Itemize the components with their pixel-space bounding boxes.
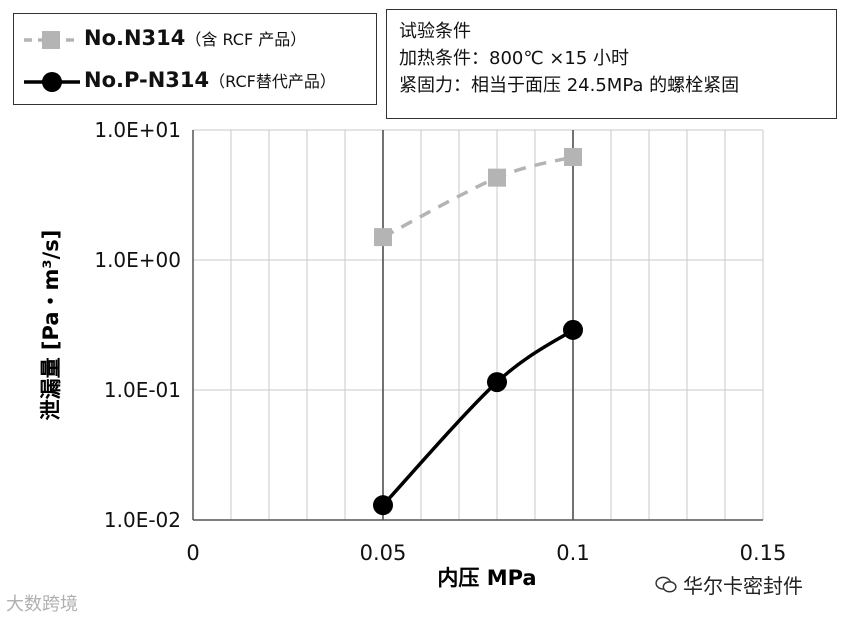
x-tick-label: 0.05 bbox=[360, 541, 407, 565]
legend-marker-circle-icon bbox=[24, 72, 80, 92]
legend-item-n314: No.N314（含 RCF 产品） bbox=[14, 20, 376, 60]
y-tick-label: 1.0E+01 bbox=[94, 118, 181, 142]
data-point-square bbox=[488, 168, 506, 187]
legend-marker-square-icon bbox=[24, 31, 80, 49]
x-axis-label: 内压 MPa bbox=[437, 566, 536, 590]
data-point-square bbox=[374, 228, 392, 247]
axes bbox=[192, 130, 763, 521]
series-layer bbox=[373, 147, 583, 516]
x-tick-label: 0.15 bbox=[740, 541, 787, 565]
wechat-icon bbox=[655, 576, 677, 592]
data-point-circle bbox=[487, 372, 507, 393]
series-line-1 bbox=[381, 328, 574, 507]
data-point-square bbox=[564, 147, 582, 166]
conditions-heating: 加热条件：800℃ ×15 小时 bbox=[399, 48, 630, 69]
conditions-title: 试验条件 bbox=[399, 21, 471, 42]
series-line-0 bbox=[382, 155, 574, 239]
y-tick-label: 1.0E-02 bbox=[104, 508, 181, 532]
legend-item-p-n314: No.P-N314（RCF替代产品） bbox=[14, 62, 376, 102]
legend-label-p-n314: No.P-N314 bbox=[84, 68, 210, 92]
y-tick-label: 1.0E-01 bbox=[104, 378, 181, 402]
x-tick-label: 0 bbox=[186, 541, 199, 565]
data-point-circle bbox=[373, 495, 393, 516]
tick-labels: 0 0.05 0.1 0.15 1.0E-02 1.0E-01 1.0E+00 1.0E+01 bbox=[94, 118, 786, 565]
legend-label-n314: No.N314 bbox=[84, 26, 186, 50]
y-tick-label: 1.0E+00 bbox=[94, 248, 181, 272]
brand-watermark: 华尔卡密封件 bbox=[655, 570, 803, 599]
data-point-circle bbox=[563, 319, 583, 340]
test-conditions-box: 试验条件 加热条件：800℃ ×15 小时 紧固力：相当于面压 24.5MPa … bbox=[386, 9, 837, 119]
watermark-left-text: 大数跨境 bbox=[6, 594, 78, 615]
brand-text: 华尔卡密封件 bbox=[683, 574, 803, 598]
legend: No.N314（含 RCF 产品） No.P-N314（RCF替代产品） bbox=[13, 13, 377, 105]
conditions-tightening: 紧固力：相当于面压 24.5MPa 的螺栓紧固 bbox=[399, 75, 740, 96]
y-axis-label: 泄漏量 [Pa・m³/s] bbox=[39, 230, 63, 421]
legend-sublabel-p-n314: （RCF替代产品） bbox=[209, 72, 336, 91]
legend-sublabel-n314: （含 RCF 产品） bbox=[185, 30, 307, 49]
watermark-left: 大数跨境 bbox=[6, 590, 78, 616]
x-tick-label: 0.1 bbox=[556, 541, 589, 565]
grid bbox=[192, 129, 764, 521]
